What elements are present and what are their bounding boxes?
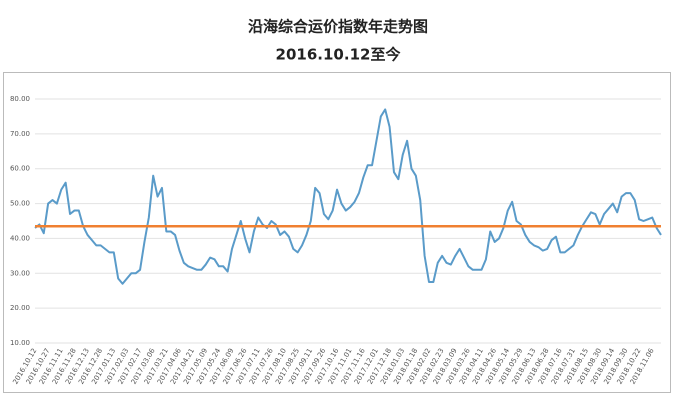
line-series [34,108,662,285]
chart-title: 沿海综合运价指数年走势图 [248,18,428,36]
y-tick-label: 70.00 [10,130,30,138]
chart-frame [3,72,671,393]
y-tick-label: 60.00 [10,165,30,173]
y-tick-label: 40.00 [10,234,30,242]
y-tick-label: 10.00 [10,339,30,347]
y-tick-label: 50.00 [10,200,30,208]
y-tick-label: 80.00 [10,95,30,103]
y-tick-label: 30.00 [10,269,30,277]
y-tick-label: 20.00 [10,304,30,312]
chart-subtitle: 2016.10.12至今 [276,46,401,64]
